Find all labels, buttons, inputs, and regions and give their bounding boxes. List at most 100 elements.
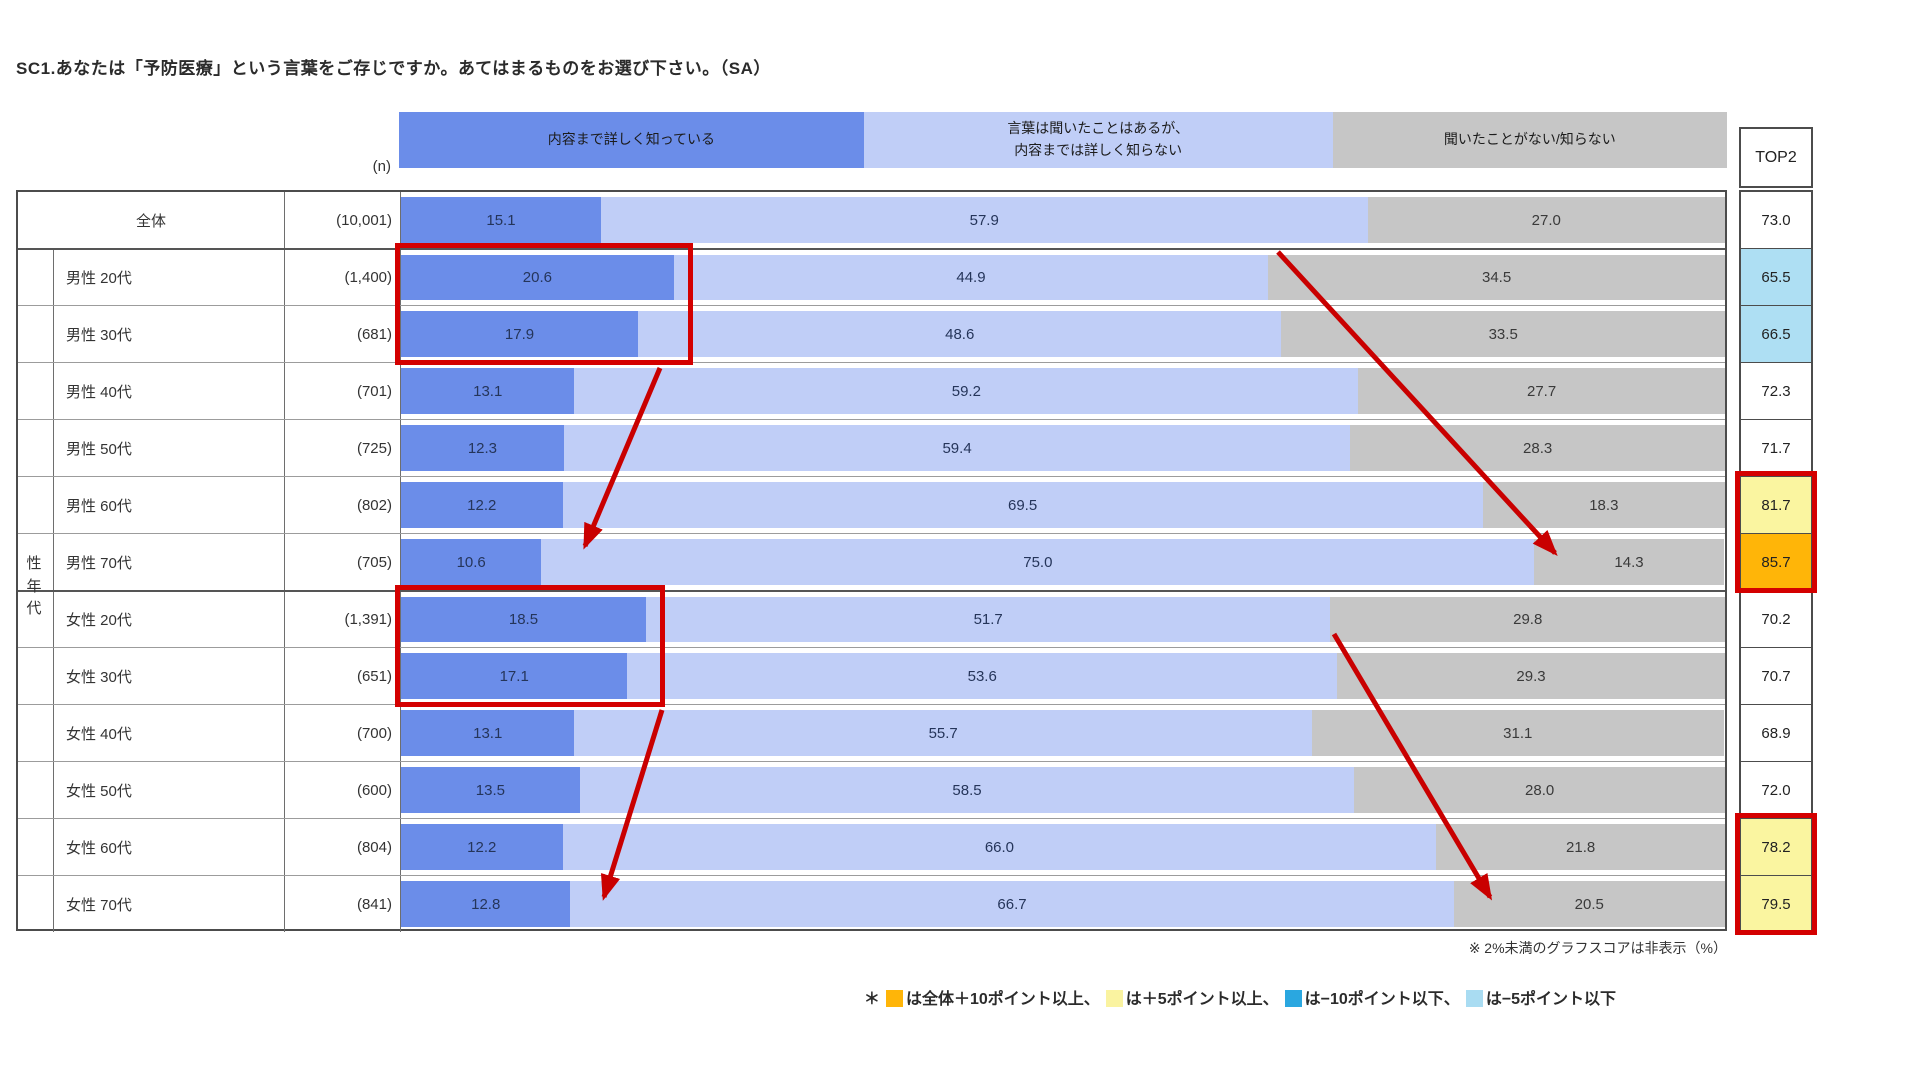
group-spacer-cell — [18, 705, 54, 761]
row-label: 男性 40代 — [54, 363, 285, 419]
bar-segment-know-well: 17.1 — [401, 653, 628, 699]
bar-segment-heard-but-not-detail: 58.5 — [579, 767, 1355, 813]
group-axis-label-char: 代 — [26, 600, 42, 617]
row-label: 男性 70代 — [54, 534, 285, 590]
segment-header-band: 内容まで詳しく知っている 言葉は聞いたことはあるが、 内容までは詳しく知らない 聞いた… — [399, 112, 1727, 168]
legend-swatch — [1465, 990, 1483, 1007]
bar-segment-know-well: 13.5 — [401, 767, 580, 813]
bar-segment-know-well: 15.1 — [401, 197, 601, 243]
bar-segment-know-well: 20.6 — [401, 255, 674, 300]
bar-segment-know-well: 12.2 — [401, 482, 563, 528]
top2-column-header: TOP2 — [1739, 127, 1813, 188]
group-spacer-cell — [18, 250, 54, 305]
bar-segment-heard-but-not-detail: 69.5 — [562, 482, 1483, 528]
legend-prefix: ＊ — [863, 991, 880, 1008]
top2-value: 72.3 — [1741, 362, 1811, 419]
row-bar-cell: 20.6 44.9 34.5 — [401, 250, 1725, 305]
bar-segment-never-heard: 21.8 — [1436, 824, 1725, 870]
top2-value: 68.9 — [1741, 704, 1811, 761]
bar-segment-never-heard: 20.5 — [1453, 881, 1725, 927]
table-row: 女性 30代 (651) 17.1 53.6 29.3 — [18, 647, 1725, 704]
row-label: 男性 30代 — [54, 306, 285, 362]
stacked-bar: 17.1 53.6 29.3 — [401, 653, 1725, 699]
row-n-value: (651) — [285, 648, 401, 704]
stacked-bar: 12.2 69.5 18.3 — [401, 482, 1725, 528]
bar-segment-never-heard: 27.7 — [1358, 368, 1725, 414]
stacked-bar: 17.9 48.6 33.5 — [401, 311, 1725, 357]
top2-value: 78.2 — [1741, 818, 1811, 875]
stacked-bar: 12.8 66.7 20.5 — [401, 881, 1725, 927]
results-table: 全体 (10,001) 15.1 57.9 27.0 男性 20代 (1,400) 20.6 4… — [16, 190, 1727, 932]
bar-segment-heard-but-not-detail: 59.4 — [563, 425, 1351, 471]
bar-segment-know-well: 13.1 — [401, 710, 575, 756]
row-n-value: (725) — [285, 420, 401, 476]
top2-value: 73.0 — [1761, 211, 1791, 229]
bar-segment-never-heard: 29.8 — [1330, 597, 1725, 642]
bar-segment-heard-but-not-detail: 55.7 — [574, 710, 1312, 756]
row-bar-cell: 12.8 66.7 20.5 — [401, 876, 1725, 932]
row-n-value: (701) — [285, 363, 401, 419]
row-bar-cell: 12.2 66.0 21.8 — [401, 819, 1725, 875]
row-bar-cell: 13.5 58.5 28.0 — [401, 762, 1725, 818]
row-bar-cell: 12.3 59.4 28.3 — [401, 420, 1725, 476]
bar-segment-never-heard: 27.0 — [1367, 197, 1725, 243]
bar-segment-know-well: 12.2 — [401, 824, 563, 870]
row-bar-cell: 15.1 57.9 27.0 — [401, 192, 1725, 248]
stacked-bar: 10.6 75.0 14.3 — [401, 539, 1725, 585]
group-spacer-cell — [18, 477, 54, 533]
table-row: 男性 60代 (802) 12.2 69.5 18.3 — [18, 476, 1725, 533]
table-row: 女性 50代 (600) 13.5 58.5 28.0 — [18, 761, 1725, 818]
bar-segment-heard-but-not-detail: 48.6 — [637, 311, 1282, 357]
bar-segment-never-heard: 29.3 — [1337, 653, 1725, 699]
bar-segment-know-well: 12.3 — [401, 425, 564, 471]
bar-segment-know-well: 17.9 — [401, 311, 638, 357]
row-label: 女性 60代 — [54, 819, 285, 875]
n-column-header: (n) — [372, 158, 391, 175]
group-spacer-cell — [18, 762, 54, 818]
stacked-bar: 13.1 55.7 31.1 — [401, 710, 1725, 756]
row-label: 男性 20代 — [54, 250, 285, 305]
question-title: SC1.あなたは「予防医療」という言葉をご存じですか。あてはまるものをお選び下さ… — [16, 59, 771, 78]
row-bar-cell: 17.1 53.6 29.3 — [401, 648, 1725, 704]
row-bar-cell: 17.9 48.6 33.5 — [401, 306, 1725, 362]
top2-value: 72.0 — [1741, 761, 1811, 818]
bar-segment-heard-but-not-detail: 59.2 — [574, 368, 1359, 414]
table-row: 女性 40代 (700) 13.1 55.7 31.1 — [18, 704, 1725, 761]
group-spacer-cell — [18, 819, 54, 875]
row-n-value: (705) — [285, 534, 401, 590]
group-axis-label-char: 性 — [26, 555, 42, 572]
legend-text: は−10ポイント以下、 — [1304, 991, 1460, 1008]
top2-value: 79.5 — [1741, 875, 1811, 932]
table-row: 男性 20代 (1,400) 20.6 44.9 34.5 — [18, 248, 1725, 305]
segment-header-line: 聞いたことがない/知らない — [1443, 131, 1616, 148]
bar-segment-heard-but-not-detail: 44.9 — [673, 255, 1269, 300]
bar-segment-heard-but-not-detail: 57.9 — [600, 197, 1368, 243]
row-n-value: (804) — [285, 819, 401, 875]
chart-footnote: ※ 2%未満のグラフスコアは非表示（%） — [1468, 940, 1727, 956]
bar-segment-heard-but-not-detail: 66.7 — [570, 881, 1454, 927]
table-row: 男性 30代 (681) 17.9 48.6 33.5 — [18, 305, 1725, 362]
legend-text: は＋5ポイント以上、 — [1125, 991, 1279, 1008]
stacked-bar: 13.5 58.5 28.0 — [401, 767, 1725, 813]
top2-value: 81.7 — [1741, 476, 1811, 533]
stacked-bar: 12.2 66.0 21.8 — [401, 824, 1725, 870]
legend-swatch — [885, 990, 903, 1007]
bar-segment-know-well: 13.1 — [401, 368, 575, 414]
legend-text: は全体＋10ポイント以上、 — [905, 991, 1100, 1008]
bar-segment-heard-but-not-detail: 75.0 — [541, 539, 1535, 585]
bar-segment-never-heard: 34.5 — [1268, 255, 1725, 300]
legend-text: は−5ポイント以下 — [1485, 991, 1617, 1008]
row-n-value: (841) — [285, 876, 401, 932]
row-n-value: (700) — [285, 705, 401, 761]
stacked-bar: 15.1 57.9 27.0 — [401, 197, 1725, 243]
group-spacer-cell — [18, 534, 54, 590]
row-label: 全体 — [18, 192, 285, 248]
row-label: 女性 70代 — [54, 876, 285, 932]
bar-segment-never-heard: 33.5 — [1281, 311, 1725, 357]
stacked-bar: 18.5 51.7 29.8 — [401, 597, 1725, 642]
bar-segment-never-heard: 18.3 — [1482, 482, 1725, 528]
stacked-bar: 20.6 44.9 34.5 — [401, 255, 1725, 300]
segment-header-never-heard: 聞いたことがない/知らない — [1332, 112, 1727, 168]
table-row: 全体 (10,001) 15.1 57.9 27.0 — [18, 192, 1725, 248]
